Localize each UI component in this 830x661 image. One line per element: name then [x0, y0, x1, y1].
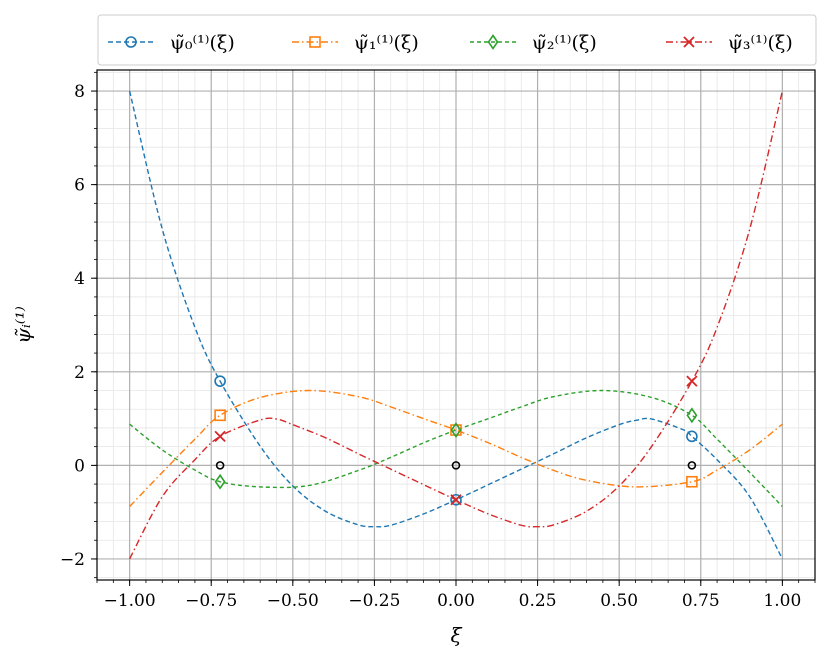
x-tick-label: 0.75: [682, 591, 720, 611]
legend-marker-1: [309, 36, 321, 48]
legend-marker-2: [487, 34, 499, 50]
x-tick-label: −0.50: [267, 591, 319, 611]
series-2-marker: [214, 473, 226, 490]
legend-marker-0: [125, 36, 137, 48]
node-marker: [451, 461, 461, 470]
series-1-marker: [214, 409, 226, 422]
series-3-marker: [450, 494, 462, 506]
y-tick-label: 2: [74, 363, 85, 383]
x-tick-label: 1.00: [763, 591, 801, 611]
y-tick-label: −2: [60, 550, 85, 570]
node-marker: [687, 461, 697, 470]
node-marker: [215, 461, 225, 470]
x-tick-label: 0.50: [600, 591, 638, 611]
legend-label-2: ψ̃₂⁽¹⁾(ξ): [532, 32, 597, 54]
series-1-marker: [686, 475, 698, 488]
x-tick-label: −0.75: [185, 591, 237, 611]
series-0-marker: [686, 430, 698, 443]
legend-box: [97, 14, 817, 66]
series-line-2: [129, 389, 783, 508]
x-tick-label: 0.00: [437, 591, 475, 611]
series-2-marker: [686, 407, 698, 424]
x-tick-label: 0.25: [519, 591, 557, 611]
y-axis-label: ψ̃ᵢ⁽¹⁾: [11, 306, 35, 344]
legend-marker-3: [683, 36, 695, 48]
series-0-marker: [214, 375, 226, 387]
x-axis-label: ξ: [450, 623, 462, 647]
series-3-marker: [686, 375, 698, 387]
x-tick-labels: −1.00 −0.75 −0.50 −0.25 0.00 0.25 0.50 0.75 1.00: [104, 591, 802, 611]
series-3-marker: [214, 430, 226, 442]
legend-label-0: ψ̃₀⁽¹⁾(ξ): [170, 32, 235, 54]
series-2-marker: [450, 422, 462, 438]
legend: ψ̃₀⁽¹⁾(ξ) ψ̃₁⁽¹⁾(ξ) ψ̃₂⁽¹⁾(ξ) ψ̃₃⁽¹⁾(ξ): [97, 14, 817, 66]
y-tick-label: 6: [74, 176, 85, 196]
series-line-0: [128, 90, 783, 560]
y-tick-label: 8: [74, 82, 85, 102]
legend-label-1: ψ̃₁⁽¹⁾(ξ): [354, 32, 419, 54]
y-tick-label: 0: [74, 456, 85, 476]
y-tick-labels: −2 0 2 4 6 8: [60, 82, 85, 570]
x-tick-label: −1.00: [104, 591, 156, 611]
y-tick-label: 4: [74, 269, 85, 289]
marker-layer: [214, 375, 698, 506]
ticks-layer: [91, 71, 816, 586]
series-0-marker: [450, 493, 462, 506]
x-tick-label: −0.25: [348, 591, 400, 611]
legend-label-3: ψ̃₃⁽¹⁾(ξ): [728, 32, 793, 54]
